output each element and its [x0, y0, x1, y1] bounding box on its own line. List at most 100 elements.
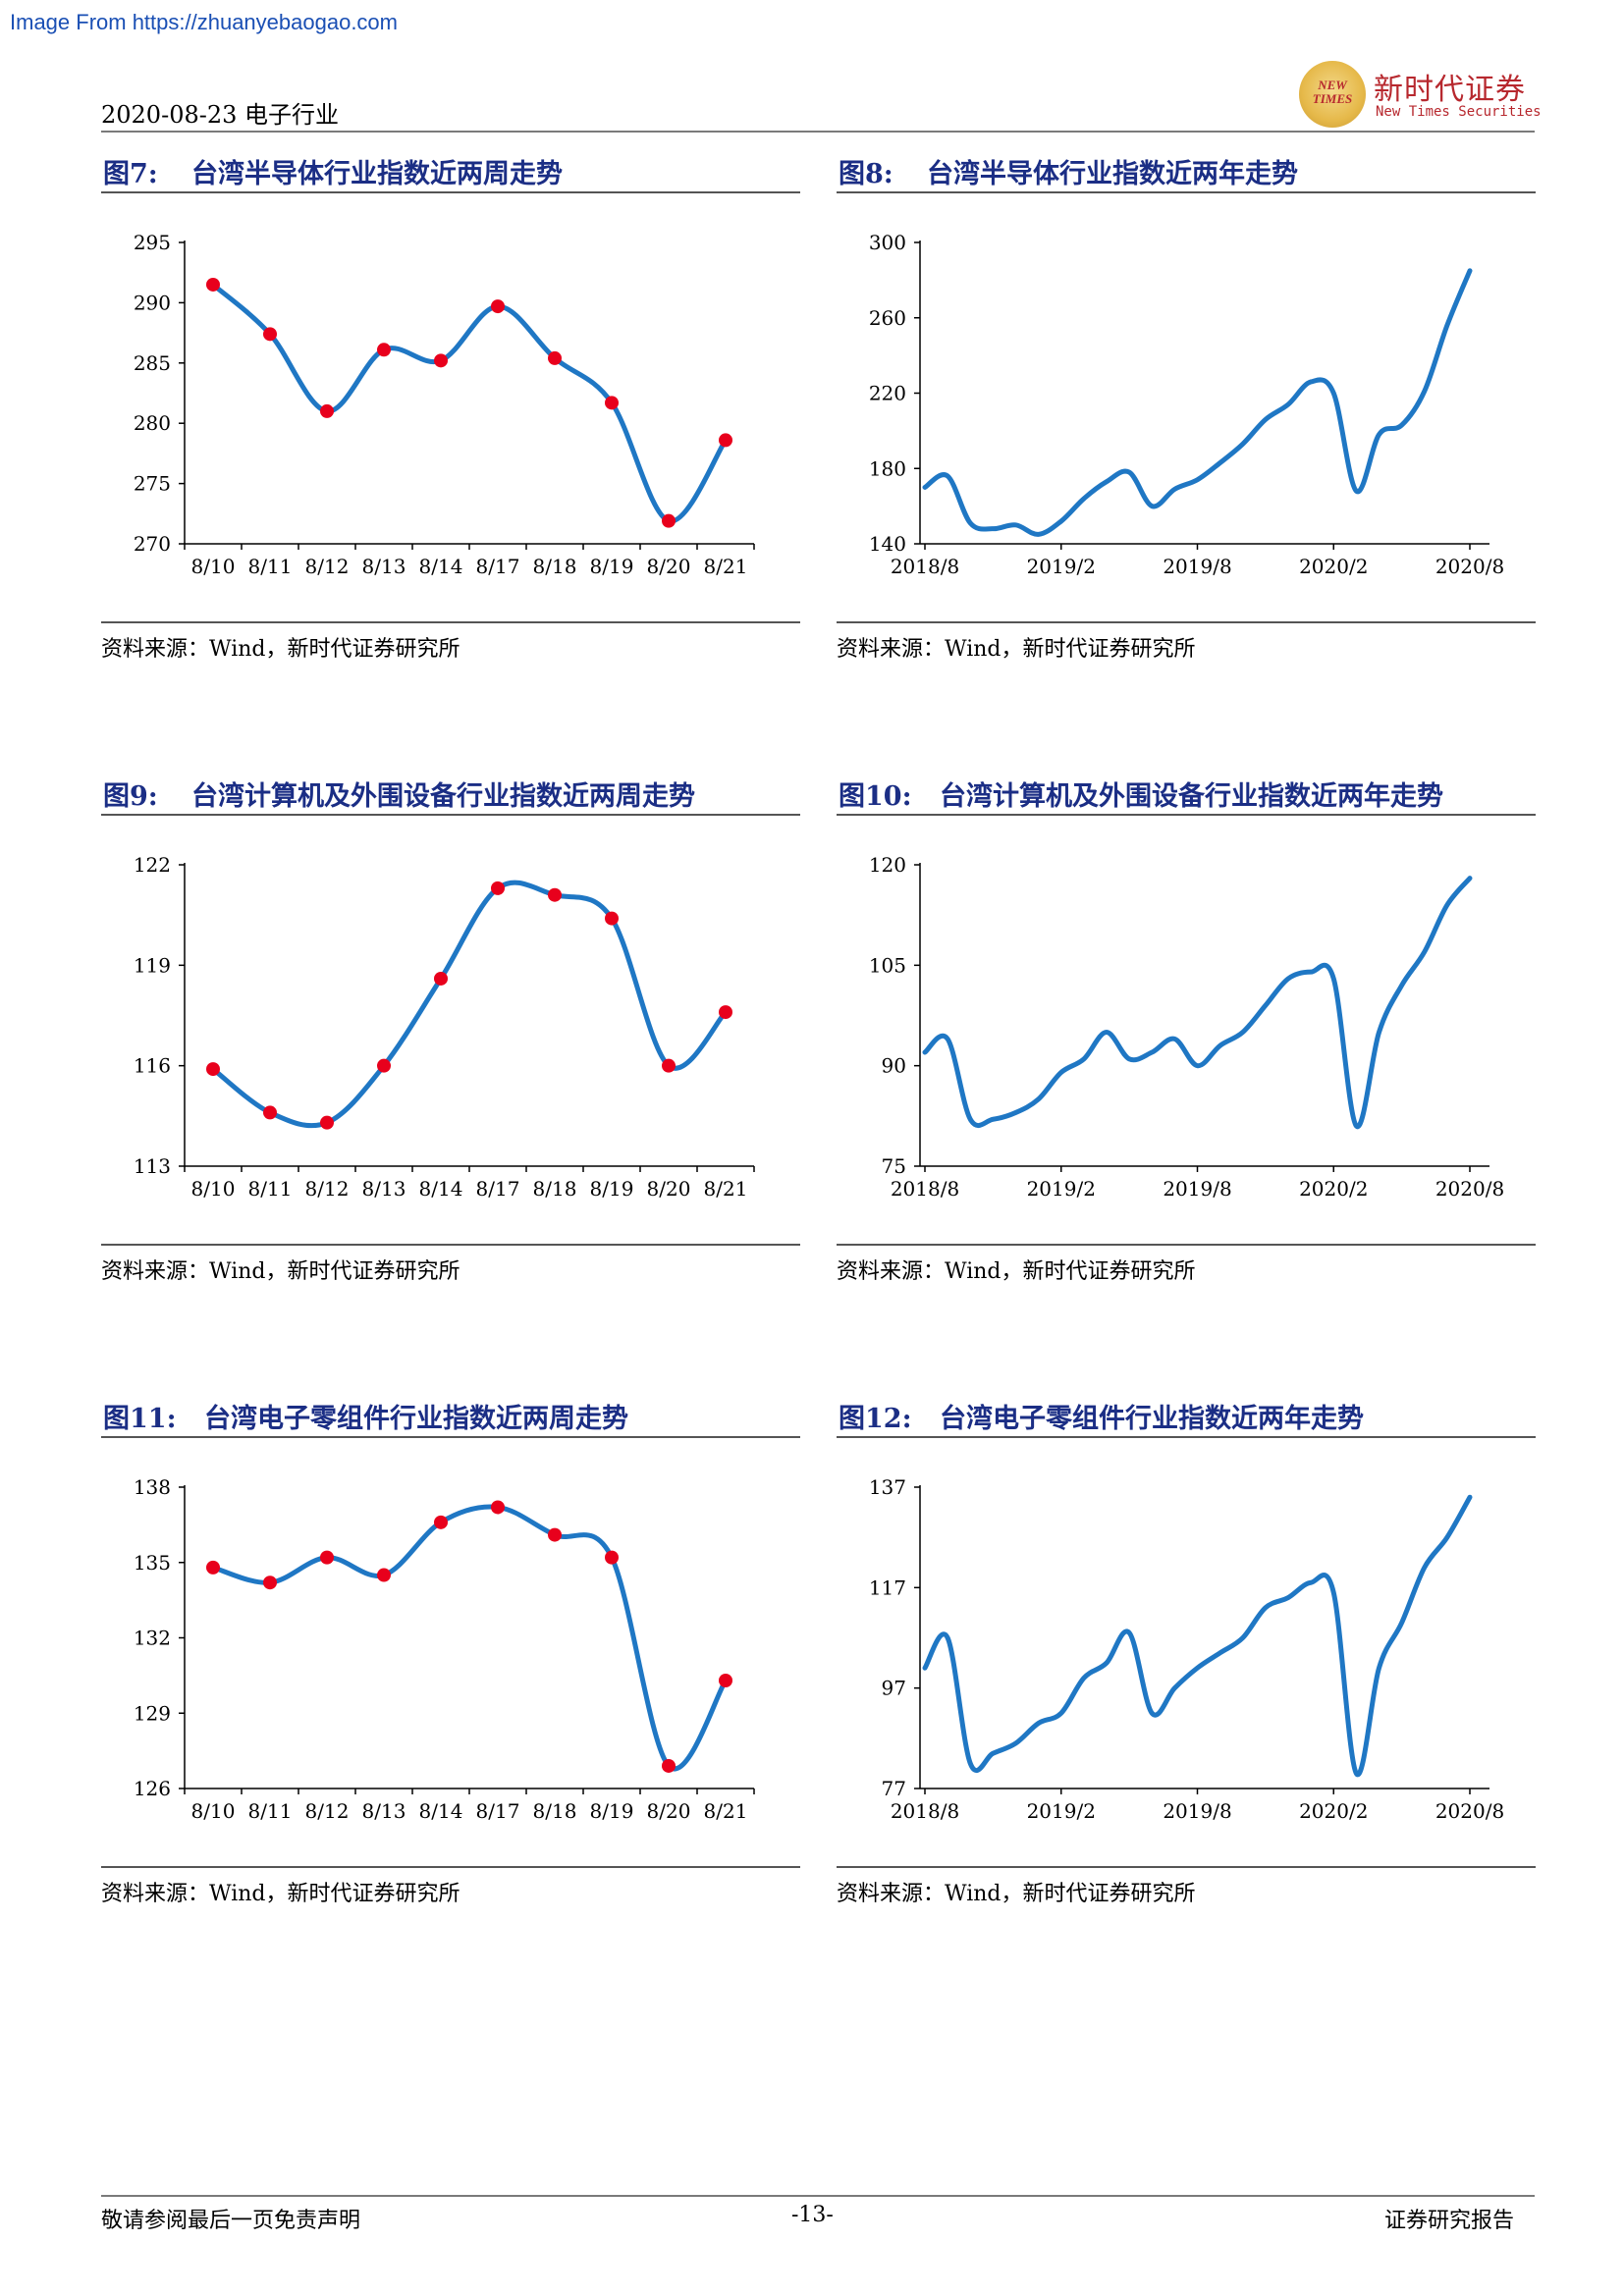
data-point — [548, 887, 562, 902]
x-tick-label: 8/11 — [248, 1799, 293, 1823]
figure-number: 图10: — [839, 781, 912, 812]
data-point — [206, 277, 220, 292]
x-tick-label: 8/14 — [419, 1177, 463, 1201]
x-tick-label: 8/18 — [533, 1177, 577, 1201]
data-point — [605, 396, 619, 410]
y-tick-label: 116 — [134, 1054, 171, 1078]
x-tick-label: 2019/8 — [1163, 1799, 1231, 1823]
data-point — [662, 513, 676, 528]
y-tick-label: 280 — [134, 411, 171, 435]
x-tick-label: 2019/2 — [1027, 1799, 1096, 1823]
y-tick-label: 117 — [869, 1575, 906, 1599]
x-tick-label: 8/11 — [248, 555, 293, 578]
x-tick-label: 2019/8 — [1163, 555, 1231, 578]
y-tick-label: 132 — [134, 1627, 171, 1650]
data-point — [434, 353, 448, 368]
data-point — [320, 403, 334, 418]
figure-panel-12: 图12: 台湾电子零组件行业指数近两年走势 77 97 117 137 2018/8 20… — [837, 1397, 1536, 1927]
data-point — [377, 1568, 391, 1582]
x-tick-label: 2018/8 — [891, 1177, 959, 1201]
chart-computer-2y: 75 90 105 120 2018/8 2019/2 2019/8 2020/2 2020/8 — [869, 853, 1504, 1201]
y-tick-label: 140 — [869, 532, 906, 556]
x-tick-label: 8/21 — [704, 1177, 748, 1201]
figure-source: 资料来源：Wind，新时代证券研究所 — [837, 1866, 1536, 1907]
figure-title-bar: 图11: 台湾电子零组件行业指数近两周走势 — [101, 1397, 800, 1438]
data-point — [491, 299, 505, 314]
data-point — [719, 1673, 732, 1687]
disclaimer-note: 敬请参阅最后一页免责声明 — [101, 2209, 361, 2233]
chart-semiconductor-2w: 270 275 280 285 290 295 8/10 8/11 8/12 8/13 8/14 8/… — [134, 231, 755, 578]
x-tick-label: 8/17 — [476, 555, 520, 578]
x-tick-label: 2019/8 — [1163, 1177, 1231, 1201]
x-tick-label: 2020/8 — [1435, 1177, 1504, 1201]
y-tick-label: 275 — [134, 472, 171, 496]
figure-title: 台湾电子零组件行业指数近两周走势 — [204, 1404, 628, 1434]
figure-title: 台湾半导体行业指数近两年走势 — [927, 159, 1298, 189]
x-tick-label: 8/19 — [590, 1799, 634, 1823]
y-tick-label: 77 — [882, 1777, 906, 1800]
figure-panel-9: 图9: 台湾计算机及外围设备行业指数近两周走势 113 116 119 122 8/10… — [101, 774, 800, 1305]
x-tick-label: 8/10 — [191, 555, 236, 578]
figure-source: 资料来源：Wind，新时代证券研究所 — [101, 1866, 800, 1907]
data-point — [491, 881, 505, 895]
report-date-sector: 2020-08-23 电子行业 — [101, 101, 340, 129]
data-point — [263, 327, 277, 342]
y-tick-label: 137 — [869, 1475, 906, 1499]
x-tick-label: 8/12 — [305, 555, 350, 578]
chart-computer-2w: 113 116 119 122 8/10 8/11 8/12 8/13 8/14 8/17 8/18… — [134, 853, 755, 1201]
data-point — [491, 1500, 505, 1515]
figure-title: 台湾计算机及外围设备行业指数近两年走势 — [940, 781, 1443, 812]
y-tick-label: 290 — [134, 291, 171, 314]
figure-source: 资料来源：Wind，新时代证券研究所 — [101, 621, 800, 663]
x-tick-label: 8/21 — [704, 1799, 748, 1823]
figure-panel-7: 图7: 台湾半导体行业指数近两周走势 270 275 280 285 290 295 8/1… — [101, 152, 800, 682]
data-point — [548, 1527, 562, 1542]
figure-number: 图7: — [103, 159, 158, 189]
series-line — [922, 1494, 1473, 1778]
series-line — [922, 268, 1473, 537]
x-tick-label: 2019/2 — [1027, 1177, 1096, 1201]
data-point — [434, 971, 448, 986]
figure-panel-11: 图11: 台湾电子零组件行业指数近两周走势 126 129 132 135 138 8/1… — [101, 1397, 800, 1927]
data-point — [605, 911, 619, 926]
figure-source: 资料来源：Wind，新时代证券研究所 — [837, 621, 1536, 663]
data-point — [320, 1550, 334, 1565]
brand-name-en: New Times Securities — [1376, 104, 1542, 120]
data-point — [320, 1115, 334, 1130]
watermark-text: Image From https://zhuanyebaogao.com — [10, 10, 398, 34]
figure-title: 台湾电子零组件行业指数近两年走势 — [940, 1404, 1364, 1434]
figure-source: 资料来源：Wind，新时代证券研究所 — [101, 1244, 800, 1285]
x-tick-label: 8/13 — [362, 1177, 406, 1201]
brand-logo: NEW TIMES — [1299, 61, 1366, 128]
figure-title-bar: 图9: 台湾计算机及外围设备行业指数近两周走势 — [101, 774, 800, 816]
report-type: 证券研究报告 — [1384, 2209, 1515, 2233]
data-point — [434, 1515, 448, 1529]
y-tick-label: 126 — [134, 1777, 171, 1800]
data-point — [662, 1058, 676, 1073]
data-point — [377, 1058, 391, 1073]
x-tick-label: 2020/8 — [1435, 1799, 1504, 1823]
data-point — [377, 343, 391, 357]
data-point — [548, 350, 562, 365]
x-tick-label: 8/11 — [248, 1177, 293, 1201]
data-point — [206, 1560, 220, 1575]
x-tick-label: 8/14 — [419, 1799, 463, 1823]
x-tick-label: 2020/8 — [1435, 555, 1504, 578]
figure-title-bar: 图8: 台湾半导体行业指数近两年走势 — [837, 152, 1536, 193]
y-tick-label: 260 — [869, 306, 906, 330]
footer-divider — [101, 2195, 1535, 2197]
x-tick-label: 2020/2 — [1299, 555, 1368, 578]
chart-components-2w: 126 129 132 135 138 8/10 8/11 8/12 8/13 8/14 8/17 8… — [134, 1475, 755, 1823]
y-tick-label: 120 — [869, 853, 906, 877]
figure-number: 图8: — [839, 159, 893, 189]
x-tick-label: 2018/8 — [891, 555, 959, 578]
y-tick-label: 105 — [869, 953, 906, 977]
data-point — [719, 1005, 732, 1020]
x-tick-label: 2020/2 — [1299, 1799, 1368, 1823]
x-tick-label: 8/17 — [476, 1177, 520, 1201]
x-tick-label: 8/19 — [590, 1177, 634, 1201]
x-tick-label: 8/18 — [533, 555, 577, 578]
y-tick-label: 122 — [134, 853, 171, 877]
x-tick-label: 8/14 — [419, 555, 463, 578]
data-point — [605, 1550, 619, 1565]
